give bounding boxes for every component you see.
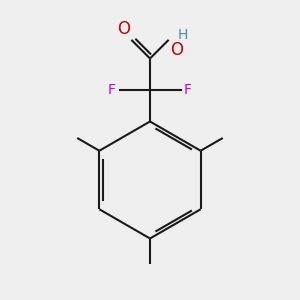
Text: F: F	[184, 83, 192, 97]
Text: O: O	[170, 41, 183, 59]
Text: O: O	[117, 20, 130, 38]
Text: F: F	[108, 83, 116, 97]
Text: H: H	[178, 28, 188, 42]
